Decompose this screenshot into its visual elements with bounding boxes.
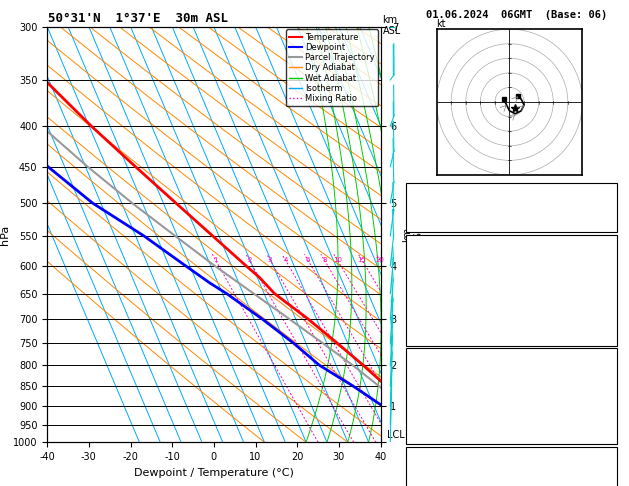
Text: 1: 1 (213, 257, 218, 263)
Text: 3: 3 (268, 257, 272, 263)
Text: LCL: LCL (387, 430, 405, 440)
Legend: Temperature, Dewpoint, Parcel Trajectory, Dry Adiabat, Wet Adiabat, Isotherm, Mi: Temperature, Dewpoint, Parcel Trajectory… (286, 29, 378, 106)
Text: Totals Totals: Totals Totals (408, 204, 484, 214)
Text: θₑ(K): θₑ(K) (408, 286, 437, 296)
Text: Lifted Index: Lifted Index (408, 302, 478, 312)
Text: Pressure (mb): Pressure (mb) (408, 369, 484, 379)
Text: 6: 6 (306, 257, 310, 263)
Text: kt: kt (437, 19, 446, 29)
Text: Hodograph: Hodograph (486, 451, 539, 462)
Text: PW (cm): PW (cm) (408, 219, 448, 229)
Text: 750: 750 (598, 369, 615, 379)
Text: © weatheronline.co.uk: © weatheronline.co.uk (459, 466, 572, 475)
Text: 10: 10 (333, 257, 342, 263)
Text: 4: 4 (610, 400, 615, 410)
Text: Dewp (°C): Dewp (°C) (408, 271, 460, 281)
Text: 15: 15 (357, 257, 367, 263)
Text: Surface: Surface (492, 240, 533, 250)
Text: 27: 27 (603, 188, 615, 198)
Y-axis label: hPa: hPa (0, 225, 10, 244)
Text: EH: EH (408, 467, 420, 477)
Text: CAPE (J): CAPE (J) (408, 416, 455, 426)
Y-axis label: km
ASL: km ASL (403, 226, 424, 243)
Text: 4: 4 (610, 317, 615, 328)
Text: 311: 311 (598, 384, 615, 395)
Text: CAPE (J): CAPE (J) (408, 317, 455, 328)
Text: Lifted Index: Lifted Index (408, 400, 478, 410)
Text: 57: 57 (603, 483, 615, 486)
Text: 10.5: 10.5 (592, 271, 615, 281)
Text: 2.37: 2.37 (592, 219, 615, 229)
Text: 01.06.2024  06GMT  (Base: 06): 01.06.2024 06GMT (Base: 06) (426, 10, 608, 20)
Text: 20: 20 (376, 257, 384, 263)
Text: CIN (J): CIN (J) (408, 431, 448, 441)
Text: 12.4: 12.4 (592, 255, 615, 265)
Text: θₑ (K): θₑ (K) (408, 384, 443, 395)
Text: Most Unstable: Most Unstable (474, 353, 550, 364)
Text: 50°31'N  1°37'E  30m ASL: 50°31'N 1°37'E 30m ASL (48, 12, 228, 25)
Text: 4: 4 (283, 257, 287, 263)
Text: 0: 0 (610, 416, 615, 426)
Text: 8: 8 (322, 257, 326, 263)
Text: 306: 306 (598, 286, 615, 296)
Text: 64: 64 (603, 467, 615, 477)
Text: 44: 44 (603, 204, 615, 214)
Text: CIN (J): CIN (J) (408, 333, 448, 343)
Text: km
ASL: km ASL (382, 15, 401, 36)
Text: 0: 0 (610, 431, 615, 441)
Text: K: K (408, 188, 413, 198)
Text: SREH: SREH (408, 483, 431, 486)
Text: 0: 0 (610, 333, 615, 343)
X-axis label: Dewpoint / Temperature (°C): Dewpoint / Temperature (°C) (134, 468, 294, 478)
Text: 2: 2 (247, 257, 252, 263)
Text: Temp (°C): Temp (°C) (408, 255, 460, 265)
Text: 8: 8 (610, 302, 615, 312)
